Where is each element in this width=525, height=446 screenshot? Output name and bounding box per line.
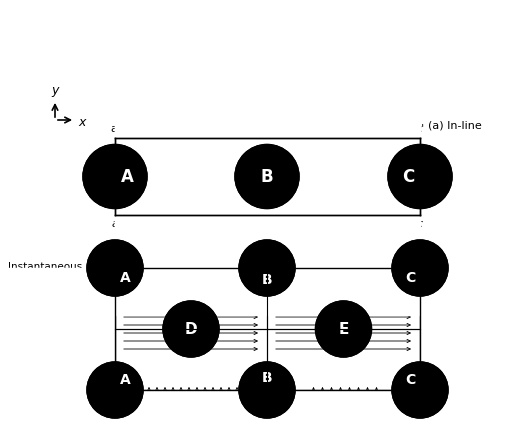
Circle shape [316,301,372,357]
Text: c: c [417,219,423,229]
Circle shape [87,362,143,418]
Circle shape [239,240,295,296]
Text: B: B [261,168,274,186]
Text: a: a [111,394,119,404]
Text: B: B [261,371,272,385]
Text: a': a' [110,254,120,264]
Text: C: C [402,168,414,186]
Text: A: A [121,168,133,186]
Circle shape [392,362,448,418]
Text: A: A [120,373,130,387]
Text: a': a' [110,124,120,134]
Text: buffer: buffer [255,43,285,53]
Text: t: t [278,71,282,80]
Text: t−1: t−1 [278,63,295,73]
Circle shape [163,301,219,357]
Circle shape [388,145,452,208]
Text: t+1: t+1 [248,66,265,74]
Circle shape [87,362,143,418]
Text: Signal: Signal [174,244,208,254]
Text: B: B [261,273,272,287]
Circle shape [83,145,147,208]
Text: x: x [78,116,86,128]
Text: C: C [405,373,415,387]
Text: (a) In-line: (a) In-line [428,120,482,130]
Text: b': b' [262,124,272,134]
Circle shape [392,240,448,296]
Text: Cyclic conditions
across lateral
boundaries: Cyclic conditions across lateral boundar… [5,158,93,192]
Text: (b) Staggered: (b) Staggered [428,273,505,283]
Text: D: D [185,322,197,336]
Circle shape [87,240,143,296]
Circle shape [83,145,147,208]
Text: Response: Response [317,244,371,254]
Circle shape [239,240,295,296]
Text: E: E [338,322,349,336]
Text: Ring: Ring [259,33,281,43]
Bar [420,268,525,390]
Circle shape [392,362,448,418]
Bar [115,390,420,446]
Text: B: B [261,273,272,287]
Text: t−n: t−n [242,54,258,62]
Text: Response: Response [317,200,371,210]
Text: A: A [120,271,130,285]
Text: A: A [120,271,130,285]
Text: A: A [121,168,133,186]
Circle shape [163,301,219,357]
Circle shape [316,301,372,357]
Text: a: a [111,219,119,229]
Circle shape [392,240,448,296]
Text: E: E [338,322,349,336]
Text: t−2: t−2 [276,54,292,62]
Circle shape [388,145,452,208]
Bar [115,0,420,268]
Circle shape [87,240,143,296]
Text: C: C [405,373,415,387]
Text: C: C [402,168,414,186]
Bar [420,138,525,215]
Text: y: y [51,84,59,97]
Text: B: B [261,371,272,385]
Text: b': b' [262,254,272,264]
Text: Exit pressure
according to
Bernoulli's law: Exit pressure according to Bernoulli's l… [432,153,508,186]
Text: C: C [405,271,415,285]
Text: Instantaneous
upstream direction: Instantaneous upstream direction [8,262,107,284]
Text: c': c' [415,124,425,134]
Circle shape [235,145,299,208]
Text: c: c [417,394,423,404]
Bar [115,215,420,315]
Text: D: D [185,322,197,336]
Circle shape [239,362,295,418]
Text: Signal: Signal [174,200,208,210]
Text: B: B [261,168,274,186]
Text: b: b [264,219,270,229]
Text: b: b [264,394,270,404]
Text: A: A [120,373,130,387]
Bar [0,268,115,390]
Text: $\Delta\bar{p}_{row}$: $\Delta\bar{p}_{row}$ [175,413,206,427]
Circle shape [239,362,295,418]
Text: $\Delta\bar{p}_{row}$: $\Delta\bar{p}_{row}$ [175,238,206,252]
Circle shape [235,145,299,208]
Text: C: C [405,271,415,285]
Bar [0,138,115,215]
Text: c': c' [415,254,425,264]
Bar [115,0,420,138]
